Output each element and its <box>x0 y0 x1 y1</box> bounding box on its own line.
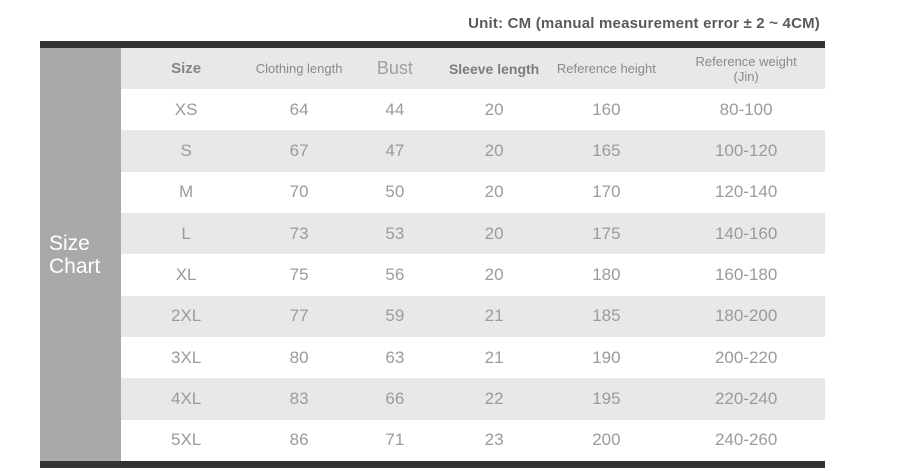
col-header-reference-weight: Reference weight (Jin) <box>667 48 825 89</box>
cell-sleeve-length: 21 <box>484 306 504 326</box>
size-table: Size Clothing length Bust Sleeve length … <box>121 48 825 461</box>
cell-size: S <box>180 140 192 160</box>
col-header-reference-weight-line2: (Jin) <box>733 68 759 84</box>
cell-bust: 63 <box>385 347 405 367</box>
cell-reference-weight: 240-260 <box>714 430 778 450</box>
table-row: XS 64 44 20 160 80-100 <box>121 89 825 131</box>
cell-reference-height: 180 <box>592 264 621 284</box>
cell-reference-height: 175 <box>592 223 621 243</box>
cell-size: 2XL <box>170 306 202 326</box>
cell-reference-weight: 200-220 <box>714 347 778 367</box>
col-header-size: Size <box>171 60 202 77</box>
cell-sleeve-length: 23 <box>484 430 504 450</box>
cell-clothing-length: 86 <box>289 430 309 450</box>
table-row: 3XL 80 63 21 190 200-220 <box>121 336 825 379</box>
cell-clothing-length: 75 <box>289 264 309 284</box>
cell-reference-weight: 100-120 <box>714 140 778 160</box>
cell-bust: 50 <box>385 182 405 202</box>
cell-sleeve-length: 21 <box>484 347 504 367</box>
cell-reference-height: 160 <box>592 99 621 119</box>
cell-clothing-length: 67 <box>289 140 309 160</box>
cell-clothing-length: 73 <box>289 223 309 243</box>
side-label-line2: Chart <box>49 254 101 278</box>
cell-sleeve-length: 20 <box>484 264 504 284</box>
cell-reference-weight: 120-140 <box>714 182 778 202</box>
cell-bust: 59 <box>385 306 405 326</box>
cell-reference-weight: 160-180 <box>714 264 778 284</box>
col-header-sleeve-length: Sleeve length <box>448 60 540 77</box>
cell-reference-height: 170 <box>592 182 621 202</box>
table-row: 2XL 77 59 21 185 180-200 <box>121 295 825 337</box>
cell-sleeve-length: 20 <box>484 140 504 160</box>
cell-clothing-length: 70 <box>289 182 309 202</box>
header-row: Size Clothing length Bust Sleeve length … <box>121 48 825 89</box>
cell-clothing-length: 77 <box>289 306 309 326</box>
cell-bust: 44 <box>385 99 405 119</box>
cell-reference-height: 185 <box>592 306 621 326</box>
col-header-bust: Bust <box>376 58 413 78</box>
size-chart-content: Size Chart Size Clothing length Bust Sle… <box>40 48 825 461</box>
unit-note: Unit: CM (manual measurement error ± 2 ~… <box>468 15 820 32</box>
cell-bust: 53 <box>385 223 405 243</box>
cell-sleeve-length: 20 <box>484 182 504 202</box>
cell-reference-height: 200 <box>592 430 621 450</box>
cell-reference-weight: 220-240 <box>714 388 778 408</box>
cell-bust: 66 <box>385 388 405 408</box>
table-row: M 70 50 20 170 120-140 <box>121 171 825 213</box>
cell-sleeve-length: 20 <box>484 223 504 243</box>
cell-clothing-length: 64 <box>289 99 309 119</box>
cell-clothing-length: 80 <box>289 347 309 367</box>
cell-bust: 56 <box>385 264 405 284</box>
cell-bust: 47 <box>385 140 405 160</box>
cell-sleeve-length: 20 <box>484 99 504 119</box>
top-border-bar <box>40 41 825 48</box>
cell-size: L <box>181 223 191 243</box>
table-row: L 73 53 20 175 140-160 <box>121 212 825 255</box>
cell-reference-weight: 180-200 <box>714 306 778 326</box>
col-header-reference-weight-line1: Reference weight <box>695 53 797 69</box>
cell-size: XL <box>175 264 197 284</box>
cell-reference-height: 165 <box>592 140 621 160</box>
size-chart-side-label: Size Chart <box>40 48 121 461</box>
cell-reference-height: 195 <box>592 388 621 408</box>
cell-reference-weight: 140-160 <box>714 223 778 243</box>
cell-size: 4XL <box>170 388 202 408</box>
cell-reference-weight: 80-100 <box>719 99 773 119</box>
cell-sleeve-length: 22 <box>484 388 504 408</box>
cell-clothing-length: 83 <box>289 388 309 408</box>
cell-size: M <box>179 182 194 202</box>
table-row: S 67 47 20 165 100-120 <box>121 130 825 172</box>
table-row: XL 75 56 20 180 160-180 <box>121 254 825 296</box>
cell-reference-height: 190 <box>592 347 621 367</box>
cell-bust: 71 <box>385 430 405 450</box>
cell-size: 3XL <box>170 347 202 367</box>
cell-size: XS <box>174 99 198 119</box>
table-row: 4XL 83 66 22 195 220-240 <box>121 378 825 420</box>
col-header-reference-height: Reference height <box>556 61 656 76</box>
bottom-border-bar <box>40 461 825 468</box>
col-header-clothing-length: Clothing length <box>255 61 343 76</box>
cell-size: 5XL <box>170 430 202 450</box>
side-label-line1: Size <box>49 231 90 255</box>
table-row: 5XL 86 71 23 200 240-260 <box>121 419 825 461</box>
